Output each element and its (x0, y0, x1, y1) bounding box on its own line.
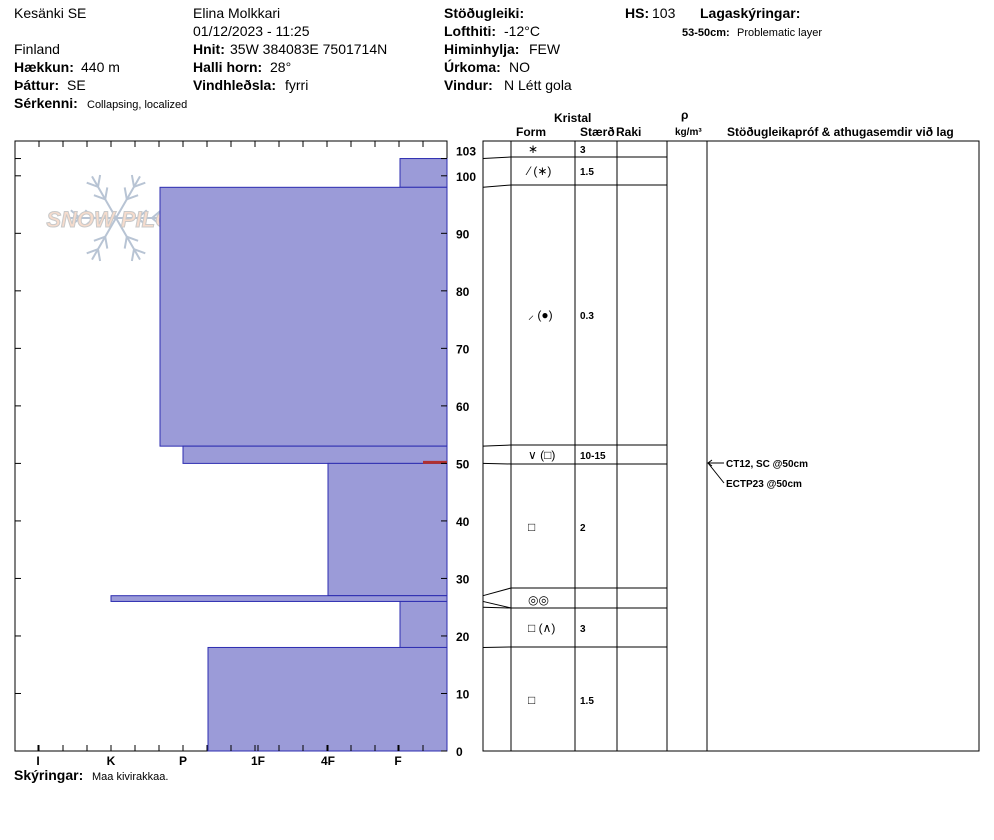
size-cell-7: 1.5 (580, 696, 594, 707)
layer-note-text: Problematic layer (737, 27, 822, 39)
x-tick-label-0: I (36, 754, 39, 768)
form-cell-5: ◎◎ (528, 593, 549, 607)
form-cell-0: ∗ (528, 142, 538, 156)
size-header: Stærð (580, 125, 615, 139)
location: Kesänki SE (14, 5, 87, 21)
connector-6 (482, 606, 512, 609)
wind-loading-label: Vindhleðsla: (193, 77, 276, 93)
elevation: 440 m (81, 59, 120, 75)
table-frame (482, 140, 980, 752)
y-tick-label-10: 100 (456, 170, 476, 184)
precip-label: Úrkoma: (444, 59, 501, 75)
y-tick-label-8: 80 (456, 285, 470, 299)
y-tick-label-7: 70 (456, 342, 470, 356)
sky-label: Himinhylja: (444, 41, 520, 57)
size-cell-2: 0.3 (580, 311, 594, 322)
wind-label: Vindur: (444, 77, 493, 93)
sky: FEW (529, 41, 561, 57)
y-tick-label-6: 60 (456, 400, 470, 414)
connector-2 (482, 444, 512, 447)
hardness-layer-5 (399, 600, 448, 648)
coords-label: Hnit: (193, 41, 225, 57)
size-cell-1: 1.5 (580, 167, 594, 178)
tests-header: Stöðugleikapróf & athugasemdir við lag (727, 125, 954, 139)
layer-note-range: 53-50cm: (682, 27, 730, 39)
hs-value: 103 (652, 5, 676, 21)
density-symbol: ρ (681, 108, 688, 122)
y-tick-label-0: 0 (456, 745, 463, 759)
size-cell-4: 2 (580, 523, 586, 534)
density-unit: kg/m³ (675, 127, 702, 138)
hardness-layer-2 (182, 445, 448, 464)
hardness-layer-4 (110, 595, 448, 602)
y-tick-label-11: 103 (456, 145, 476, 159)
x-tick-label-3: 1F (251, 754, 265, 768)
size-cell-0: 3 (580, 145, 586, 156)
wind-loading: fyrri (285, 77, 309, 93)
connector-4 (482, 587, 512, 597)
stability-tests: CT12, SC @50cm ECTP23 @50cm (707, 459, 808, 490)
y-tick-label-4: 40 (456, 515, 470, 529)
x-tick-label-1: K (107, 754, 116, 768)
hardness-layer-1 (159, 186, 448, 447)
elevation-label: Hækkun: (14, 59, 74, 75)
datetime: 01/12/2023 - 11:25 (193, 23, 310, 39)
crystal-header: Kristal (554, 111, 591, 125)
form-cell-4: □ (528, 520, 535, 534)
moisture-header: Raki (616, 125, 641, 139)
x-tick-label-4: 4F (321, 754, 335, 768)
aspect-label: Þáttur: (14, 77, 60, 93)
size-cell-6: 3 (580, 624, 586, 635)
wind: N Létt gola (504, 77, 572, 93)
y-tick-label-1: 10 (456, 687, 470, 701)
y-tick-label-9: 90 (456, 227, 470, 241)
form-cell-3: ∨ (□) (528, 448, 555, 462)
stability-label: Stöðugleiki: (444, 5, 525, 21)
features: Collapsing, localized (87, 99, 188, 111)
footer-notes-label: Skýringar: (14, 767, 84, 783)
form-header: Form (516, 125, 546, 139)
form-cell-6: □ (∧) (528, 621, 555, 635)
footer-notes: Maa kivirakkaa. (92, 771, 169, 783)
observer: Elina Molkkari (193, 5, 281, 21)
layer-notes-title: Lagaskýringar: (700, 5, 801, 21)
hs-label: HS: (625, 5, 650, 21)
hardness-layer-3 (327, 462, 448, 597)
test-ct: CT12, SC @50cm (726, 459, 808, 470)
size-cell-3: 10-15 (580, 451, 606, 462)
country: Finland (14, 41, 60, 57)
precip: NO (509, 59, 530, 75)
connector-1 (482, 184, 512, 188)
slope-label: Halli horn: (193, 59, 263, 75)
form-cell-7: □ (528, 693, 535, 707)
form-cell-1: ⁄ (∗) (525, 164, 551, 178)
hardness-layer-6 (207, 646, 448, 752)
hardness-layer-0 (399, 158, 448, 188)
coords: 35W 384083E 7501714N (230, 41, 388, 57)
layer-table: Kristal Form Stærð Raki ρ kg/m³ Stöðugle… (482, 108, 980, 752)
test-ectp: ECTP23 @50cm (726, 479, 802, 490)
x-tick-label-5: F (394, 754, 401, 768)
x-tick-label-2: P (179, 754, 187, 768)
connector-0 (482, 156, 512, 160)
form-cell-2: ⸝ (●) (528, 308, 553, 322)
y-tick-label-3: 30 (456, 572, 470, 586)
air-temp: -12°C (504, 23, 540, 39)
y-tick-label-2: 20 (456, 630, 470, 644)
connector-3 (482, 462, 512, 465)
y-tick-label-5: 50 (456, 457, 470, 471)
air-temp-label: Lofthiti: (444, 23, 497, 39)
connector-5 (482, 600, 512, 609)
aspect: SE (67, 77, 86, 93)
features-label: Sérkenni: (14, 95, 78, 111)
slope: 28° (270, 59, 292, 75)
